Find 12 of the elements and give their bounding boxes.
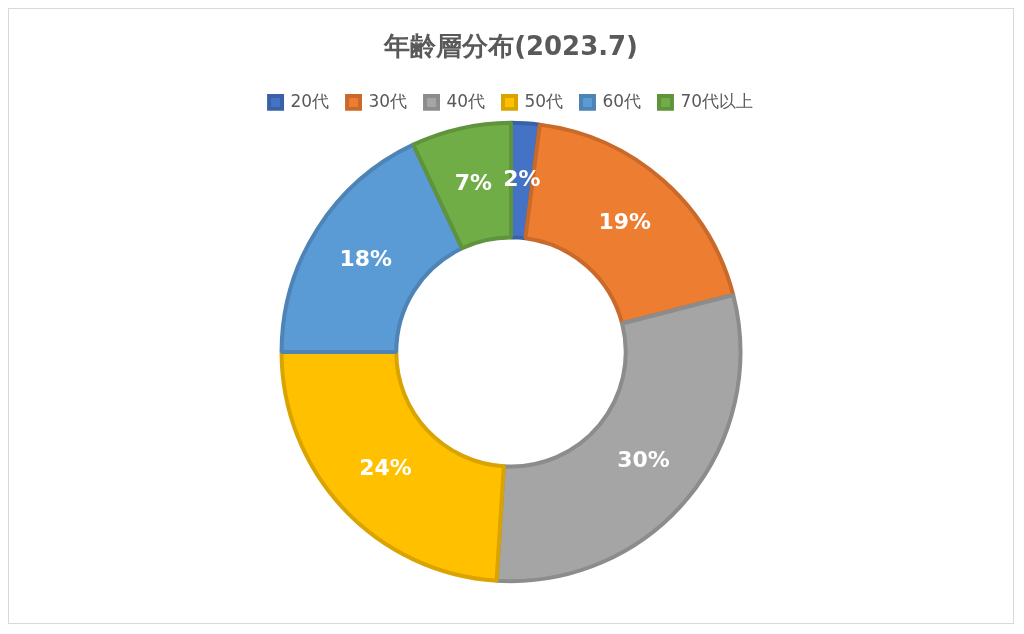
data-label: 18% (339, 245, 392, 271)
legend-label: 50代 (524, 90, 564, 111)
legend-label: 30代 (368, 90, 408, 111)
legend-label: 20代 (290, 90, 330, 111)
legend-label: 70代以上 (680, 90, 754, 111)
legend-label: 40代 (446, 90, 486, 111)
data-label: 24% (359, 455, 412, 481)
data-label: 30% (617, 447, 670, 473)
data-label: 7% (454, 169, 493, 195)
legend-label: 60代 (602, 90, 642, 111)
data-label: 19% (598, 208, 652, 234)
chart-title: 年齢層分布(2023.7) (383, 31, 638, 62)
